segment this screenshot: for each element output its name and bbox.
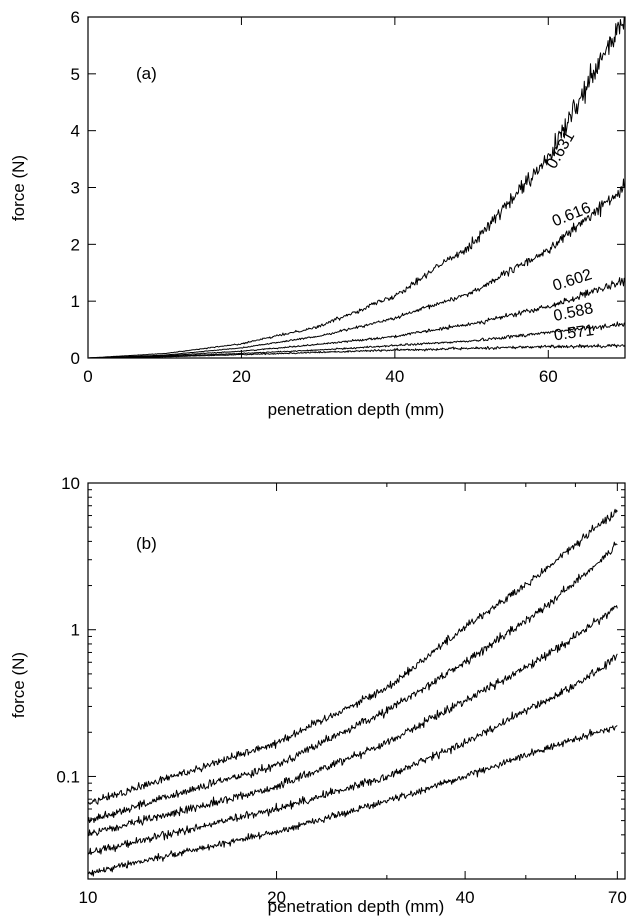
x-tick-label: 60 bbox=[539, 367, 558, 386]
x-tick-label: 20 bbox=[267, 888, 286, 907]
panel-a-curves bbox=[88, 16, 626, 359]
panel-b-x-axis-title: penetration depth (mm) bbox=[268, 897, 445, 916]
y-tick-label: 4 bbox=[71, 122, 80, 141]
x-tick-label: 40 bbox=[385, 367, 404, 386]
y-tick-label: 0 bbox=[71, 349, 80, 368]
series-line bbox=[88, 277, 626, 359]
x-tick-label: 70 bbox=[608, 888, 627, 907]
x-tick-label: 20 bbox=[232, 367, 251, 386]
y-tick-label: 6 bbox=[71, 8, 80, 27]
series-line bbox=[87, 605, 618, 837]
series-line bbox=[87, 508, 618, 805]
y-tick-label: 2 bbox=[71, 235, 80, 254]
series-line bbox=[88, 16, 626, 359]
curve-label: 0.571 bbox=[553, 322, 595, 344]
curve-label: 0.631 bbox=[544, 129, 579, 172]
panel-b-chart: 10 20 40 70 0.1 1 10 (b) penetration depth (mm… bbox=[9, 474, 627, 916]
y-tick-label: 0.1 bbox=[56, 767, 80, 786]
panel-b-ticks: 10 20 40 70 0.1 1 10 bbox=[56, 474, 626, 907]
curve-label: 0.616 bbox=[550, 200, 594, 231]
y-tick-label: 3 bbox=[71, 179, 80, 198]
panel-a-x-axis-title: penetration depth (mm) bbox=[268, 400, 445, 419]
y-tick-label: 1 bbox=[71, 621, 80, 640]
series-line bbox=[87, 653, 618, 856]
y-tick-label: 1 bbox=[71, 292, 80, 311]
panel-b-y-axis-title: force (N) bbox=[9, 652, 28, 718]
y-tick-label: 10 bbox=[61, 474, 80, 493]
series-line bbox=[87, 725, 618, 877]
panel-a-tag: (a) bbox=[136, 64, 157, 83]
series-line bbox=[88, 178, 626, 359]
panel-b-tag: (b) bbox=[136, 534, 157, 553]
series-line bbox=[87, 541, 618, 824]
x-tick-label: 10 bbox=[79, 888, 98, 907]
x-tick-label: 40 bbox=[456, 888, 475, 907]
panel-a-y-axis-title: force (N) bbox=[9, 155, 28, 221]
panel-a-ticks: 0 20 40 60 0 1 2 3 4 5 6 bbox=[71, 8, 625, 386]
panel-b-plot-frame bbox=[87, 482, 626, 880]
x-tick-label: 0 bbox=[83, 367, 92, 386]
y-tick-label: 5 bbox=[71, 65, 80, 84]
series-line bbox=[88, 321, 626, 359]
panel-b-curves bbox=[87, 508, 618, 877]
